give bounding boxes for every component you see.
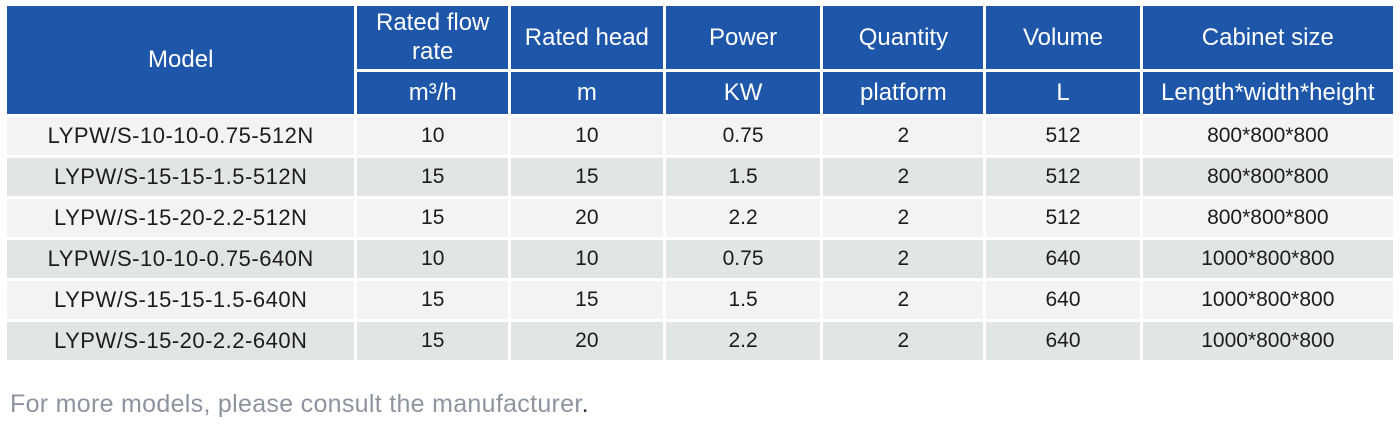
cell-flow: 15 bbox=[357, 198, 508, 237]
cell-volume: 640 bbox=[986, 321, 1140, 360]
cell-head: 10 bbox=[510, 116, 663, 155]
cell-cabinet: 1000*800*800 bbox=[1142, 239, 1393, 278]
cell-head: 15 bbox=[510, 157, 663, 196]
cell-cabinet: 800*800*800 bbox=[1142, 116, 1393, 155]
table-row: LYPW/S-10-10-0.75-640N 10 10 0.75 2 640 … bbox=[7, 239, 1393, 278]
unit-head: m bbox=[510, 71, 663, 114]
table-row: LYPW/S-15-15-1.5-640N 15 15 1.5 2 640 10… bbox=[7, 280, 1393, 319]
cell-power: 2.2 bbox=[665, 321, 821, 360]
cell-model: LYPW/S-10-10-0.75-640N bbox=[7, 239, 355, 278]
cell-model: LYPW/S-15-15-1.5-512N bbox=[7, 157, 355, 196]
header-row-labels: Model Rated flow rate Rated head Power Q… bbox=[7, 6, 1393, 114]
cell-quantity: 2 bbox=[823, 198, 984, 237]
cell-flow: 15 bbox=[357, 321, 508, 360]
cell-model: LYPW/S-15-20-2.2-512N bbox=[7, 198, 355, 237]
cell-head: 20 bbox=[510, 198, 663, 237]
column-header-model: Model bbox=[7, 6, 355, 114]
cell-cabinet: 1000*800*800 bbox=[1142, 280, 1393, 319]
unit-flow: m³/h bbox=[357, 71, 508, 114]
cell-cabinet: 800*800*800 bbox=[1142, 157, 1393, 196]
cell-quantity: 2 bbox=[823, 280, 984, 319]
unit-volume: L bbox=[986, 71, 1140, 114]
cell-quantity: 2 bbox=[823, 321, 984, 360]
table-row: LYPW/S-10-10-0.75-512N 10 10 0.75 2 512 … bbox=[7, 116, 1393, 155]
cell-volume: 512 bbox=[986, 198, 1140, 237]
cell-model: LYPW/S-10-10-0.75-512N bbox=[7, 116, 355, 155]
cell-quantity: 2 bbox=[823, 157, 984, 196]
cell-power: 0.75 bbox=[665, 116, 821, 155]
footer-note-text: For more models, please consult the manu… bbox=[10, 390, 582, 418]
cell-head: 10 bbox=[510, 239, 663, 278]
column-header-volume: Volume bbox=[986, 6, 1140, 69]
cell-power: 1.5 bbox=[665, 280, 821, 319]
cell-head: 20 bbox=[510, 321, 663, 360]
header-row-units: m³/h m KW platform L Length*width*height bbox=[7, 71, 1393, 114]
footer-note-period: . bbox=[581, 390, 589, 418]
unit-cabinet: Length*width*height bbox=[1142, 71, 1393, 114]
table-row: LYPW/S-15-20-2.2-512N 15 20 2.2 2 512 80… bbox=[7, 198, 1393, 237]
cell-flow: 15 bbox=[357, 280, 508, 319]
unit-quantity: platform bbox=[823, 71, 984, 114]
column-header-power: Power bbox=[665, 6, 821, 69]
footer-note: For more models, please consult the manu… bbox=[10, 390, 589, 419]
unit-power: KW bbox=[665, 71, 821, 114]
pump-spec-table: Model Rated flow rate Rated head Power Q… bbox=[4, 3, 1396, 363]
cell-volume: 512 bbox=[986, 157, 1140, 196]
cell-flow: 10 bbox=[357, 239, 508, 278]
cell-head: 15 bbox=[510, 280, 663, 319]
cell-volume: 640 bbox=[986, 280, 1140, 319]
cell-cabinet: 800*800*800 bbox=[1142, 198, 1393, 237]
cell-power: 0.75 bbox=[665, 239, 821, 278]
column-header-cabinet-size: Cabinet size bbox=[1142, 6, 1393, 69]
cell-flow: 15 bbox=[357, 157, 508, 196]
cell-volume: 640 bbox=[986, 239, 1140, 278]
cell-model: LYPW/S-15-15-1.5-640N bbox=[7, 280, 355, 319]
spec-table-container: Model Rated flow rate Rated head Power Q… bbox=[4, 3, 1396, 363]
cell-quantity: 2 bbox=[823, 239, 984, 278]
cell-volume: 512 bbox=[986, 116, 1140, 155]
cell-power: 1.5 bbox=[665, 157, 821, 196]
cell-flow: 10 bbox=[357, 116, 508, 155]
cell-model: LYPW/S-15-20-2.2-640N bbox=[7, 321, 355, 360]
cell-power: 2.2 bbox=[665, 198, 821, 237]
column-header-rated-head: Rated head bbox=[510, 6, 663, 69]
table-row: LYPW/S-15-20-2.2-640N 15 20 2.2 2 640 10… bbox=[7, 321, 1393, 360]
cell-quantity: 2 bbox=[823, 116, 984, 155]
column-header-quantity: Quantity bbox=[823, 6, 984, 69]
table-row: LYPW/S-15-15-1.5-512N 15 15 1.5 2 512 80… bbox=[7, 157, 1393, 196]
cell-cabinet: 1000*800*800 bbox=[1142, 321, 1393, 360]
column-header-rated-flow-rate: Rated flow rate bbox=[357, 6, 508, 69]
